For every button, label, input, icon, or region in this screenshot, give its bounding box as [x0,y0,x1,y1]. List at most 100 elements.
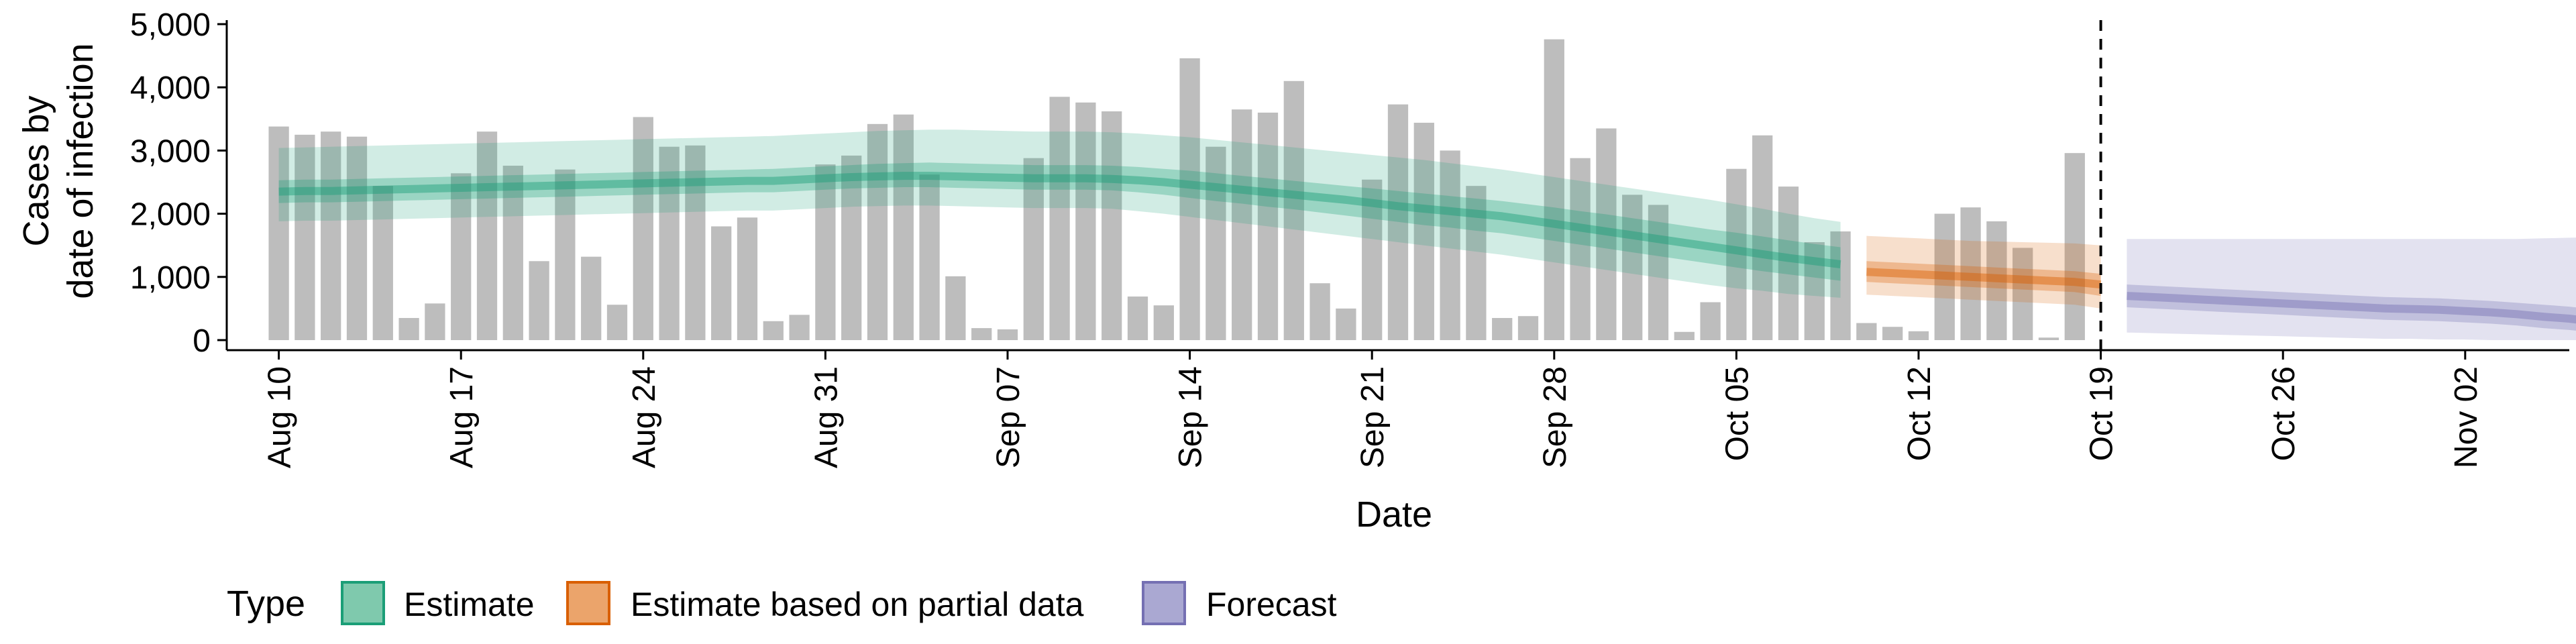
case-bar [476,131,498,340]
x-tick-label: Aug 17 [444,366,480,468]
case-bar [1596,128,1617,340]
reported-cases-bars [268,39,2085,341]
case-bar [1336,308,1356,340]
case-bar [685,145,706,340]
x-tick-label: Sep 28 [1538,366,1573,468]
case-bar [294,134,315,340]
case-bar [1674,331,1695,340]
legend-swatch-estimate [341,581,385,625]
legend-title: Type [227,584,305,624]
case-bar [1648,205,1669,340]
y-axis-ticks: 0 1,000 2,000 3,000 4,000 5,000 [130,7,227,359]
case-bar [633,117,653,340]
axes: 0 1,000 2,000 3,000 4,000 5,000 Aug 10 Aug 17 A… [130,7,2569,468]
y-tick-label: 3,000 [130,133,211,169]
case-bar [1752,135,1773,341]
case-bar [1700,302,1721,340]
case-bar [789,315,810,340]
case-bar [398,318,419,340]
case-bar [815,164,836,340]
y-axis-label-line2: date of infection [60,43,101,299]
forecast-90-ribbon [2127,237,2576,340]
case-bar [502,166,523,340]
case-bar [659,146,680,341]
x-tick-label: Sep 14 [1173,366,1209,468]
y-tick-label: 5,000 [130,7,211,43]
case-bar [1232,109,1252,341]
case-bar [606,305,628,340]
x-tick-label: Aug 31 [808,366,844,468]
case-bar [372,186,393,340]
case-bar [2064,153,2085,340]
case-bar [1830,231,1851,340]
case-bar [971,328,992,340]
case-bar [529,261,549,340]
case-bar [1387,104,1409,340]
case-bar [1023,158,1044,341]
legend-swatch-forecast [1142,581,1186,625]
case-bar [893,114,914,340]
legend-label-partial: Estimate based on partial data [631,586,1084,623]
y-axis-label-line1: Cases by [16,95,56,246]
x-axis-label: Date [1356,494,1432,535]
case-bar [737,217,758,340]
case-bar [451,173,472,340]
estimate-median-line [278,172,1841,268]
case-bar [1153,305,1174,340]
legend-label-estimate: Estimate [404,586,535,623]
partial-median-line [1866,268,2102,289]
forecast-50-ribbon [2127,284,2576,331]
case-bar [1778,186,1799,340]
case-bar [1908,331,1929,340]
legend: Type Estimate Estimate based on partial … [227,581,1337,625]
x-tick-label: Oct 26 [2266,366,2302,461]
x-tick-label: Oct 19 [2084,366,2120,461]
y-tick-label: 4,000 [130,70,211,106]
case-bar [1934,213,1955,340]
case-bar [1466,186,1487,340]
case-bar [711,226,732,340]
x-tick-label: Oct 12 [1902,366,1937,461]
estimate-90-ribbon [278,129,1841,298]
x-tick-label: Aug 10 [262,366,298,468]
y-tick-label: 2,000 [130,197,211,233]
case-bar [841,155,862,340]
legend-swatch-partial [566,581,610,625]
case-bar [555,169,576,340]
case-bar [2038,337,2059,340]
case-bar [919,174,940,340]
case-bar [425,303,445,340]
y-tick-label: 0 [193,323,211,359]
case-bar [1517,316,1539,340]
case-bar [1726,168,1747,340]
case-bar [867,123,888,340]
partial-50-ribbon [1866,261,2101,297]
x-tick-label: Oct 05 [1719,366,1755,461]
estimate-50-ribbon [278,162,1841,281]
case-bar [1257,112,1279,340]
median-lines [278,172,2576,324]
case-bar [763,321,784,340]
case-bar [321,131,341,340]
forecast-median-line [2127,292,2576,324]
y-tick-label: 1,000 [130,260,211,296]
case-bar [581,256,602,340]
case-bar [2012,248,2033,340]
case-bar [346,136,368,340]
case-bar [1205,146,1226,341]
case-bar [1179,58,1200,341]
case-bar [1309,283,1330,340]
case-bar [1882,327,1903,340]
case-bar [1804,241,1825,340]
case-bar [1440,150,1460,340]
case-bar [1283,80,1304,340]
case-bar [1049,97,1070,340]
case-bar [1622,195,1643,340]
case-bar [945,276,966,340]
case-bar [1570,158,1591,341]
case-bar [1102,111,1122,340]
case-bar [1492,318,1513,340]
plot-area [268,20,2576,350]
case-bar [1544,39,1564,340]
